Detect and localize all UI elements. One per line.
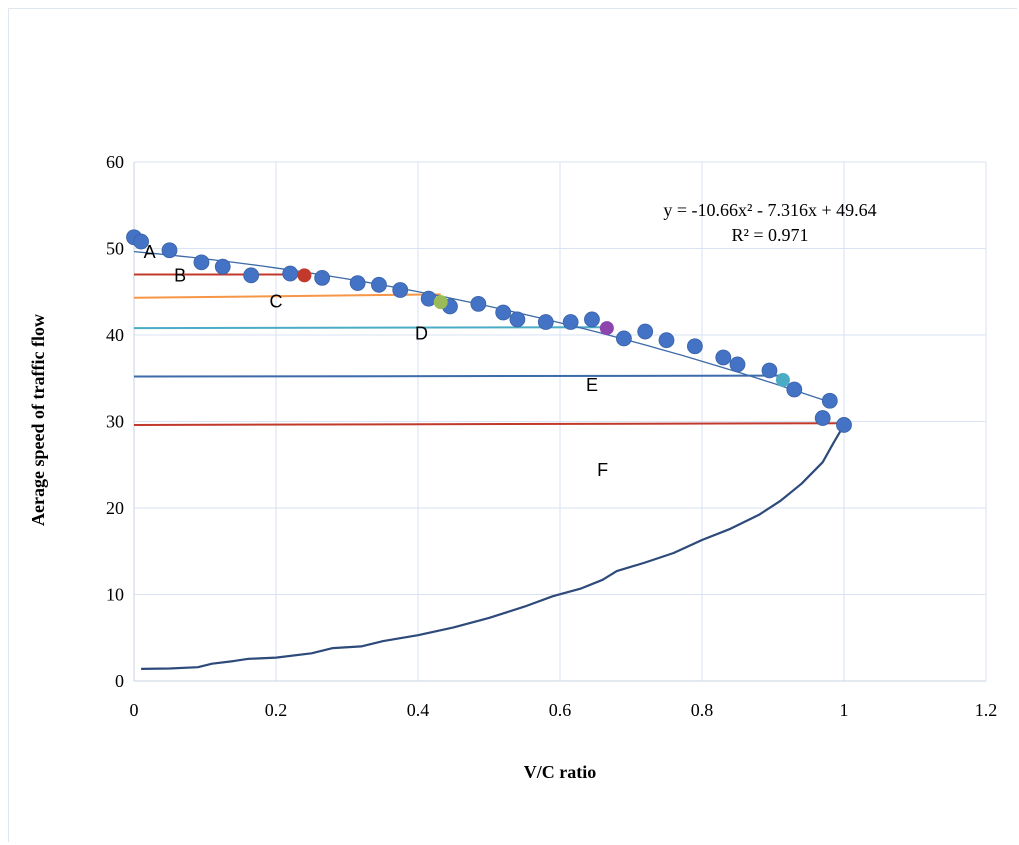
y-tick-label: 10 xyxy=(106,585,124,605)
data-point xyxy=(729,356,746,373)
los-label: E xyxy=(586,375,598,395)
x-tick-label: 0.2 xyxy=(265,700,288,720)
los-label: C xyxy=(270,291,283,311)
x-axis-title: V/C ratio xyxy=(524,762,596,782)
los-label: D xyxy=(415,323,428,343)
x-tick-label: 1 xyxy=(840,700,849,720)
flow-curve-group xyxy=(141,424,845,670)
y-tick-label: 0 xyxy=(115,671,124,691)
x-tick-labels: 0 0.2 0.4 0.6 0.8 1 1.2 xyxy=(130,700,998,720)
highlight-point xyxy=(775,372,790,387)
data-point xyxy=(687,338,703,355)
data-point xyxy=(562,314,579,330)
los-boundary-line xyxy=(133,293,441,299)
data-point xyxy=(371,276,387,293)
highlight-point xyxy=(433,295,448,310)
los-label: F xyxy=(597,460,608,480)
data-point xyxy=(420,290,437,307)
data-point xyxy=(836,417,852,433)
data-point xyxy=(349,275,366,292)
r-squared-label: R² = 0.971 xyxy=(731,225,808,245)
data-point xyxy=(786,381,803,398)
los-boundary-line xyxy=(133,326,607,330)
trendline-equation: y = -10.66x² - 7.316x + 49.64 xyxy=(663,200,876,220)
chart-frame xyxy=(8,8,1017,842)
y-tick-label: 60 xyxy=(106,152,124,172)
data-point xyxy=(761,362,778,379)
y-axis-title: Aerage speed of traffic flow xyxy=(28,314,48,526)
data-point xyxy=(214,258,231,275)
data-point xyxy=(495,304,512,321)
x-tick-label: 0.4 xyxy=(407,700,430,720)
data-point xyxy=(392,282,409,298)
data-point xyxy=(282,265,299,282)
data-point xyxy=(616,330,632,347)
data-point xyxy=(821,392,838,409)
data-point xyxy=(314,270,331,286)
highlight-point xyxy=(297,268,312,283)
x-tick-label: 1.2 xyxy=(975,700,998,720)
los-boundary-line xyxy=(133,374,783,378)
highlight-point xyxy=(599,321,614,336)
y-tick-label: 50 xyxy=(106,239,124,259)
highlight-points xyxy=(297,268,790,387)
data-point xyxy=(715,349,732,366)
gridlines xyxy=(134,161,987,681)
data-point xyxy=(637,323,654,340)
los-label: A xyxy=(144,242,156,262)
data-point xyxy=(133,233,150,250)
x-tick-label: 0.6 xyxy=(549,700,572,720)
level-of-service-lines xyxy=(133,273,845,426)
data-point xyxy=(584,311,600,328)
data-point xyxy=(537,314,554,330)
x-tick-label: 0.8 xyxy=(691,700,714,720)
los-label: B xyxy=(174,265,186,285)
los-labels: AB C D E F xyxy=(144,242,608,480)
y-tick-labels: 0 10 20 30 40 50 60 xyxy=(106,152,124,691)
data-point xyxy=(509,311,526,328)
data-point xyxy=(814,410,831,426)
y-tick-label: 20 xyxy=(106,498,124,518)
data-point xyxy=(658,332,675,349)
y-tick-label: 30 xyxy=(106,412,124,432)
speed-flow-curve xyxy=(141,424,845,670)
x-tick-label: 0 xyxy=(130,700,139,720)
data-point xyxy=(193,254,210,271)
los-boundary-line xyxy=(133,422,845,426)
data-point xyxy=(470,295,487,312)
data-point xyxy=(243,267,260,284)
data-points xyxy=(126,229,852,433)
data-point xyxy=(161,242,178,259)
y-tick-label: 40 xyxy=(106,325,124,345)
axes xyxy=(133,162,986,682)
